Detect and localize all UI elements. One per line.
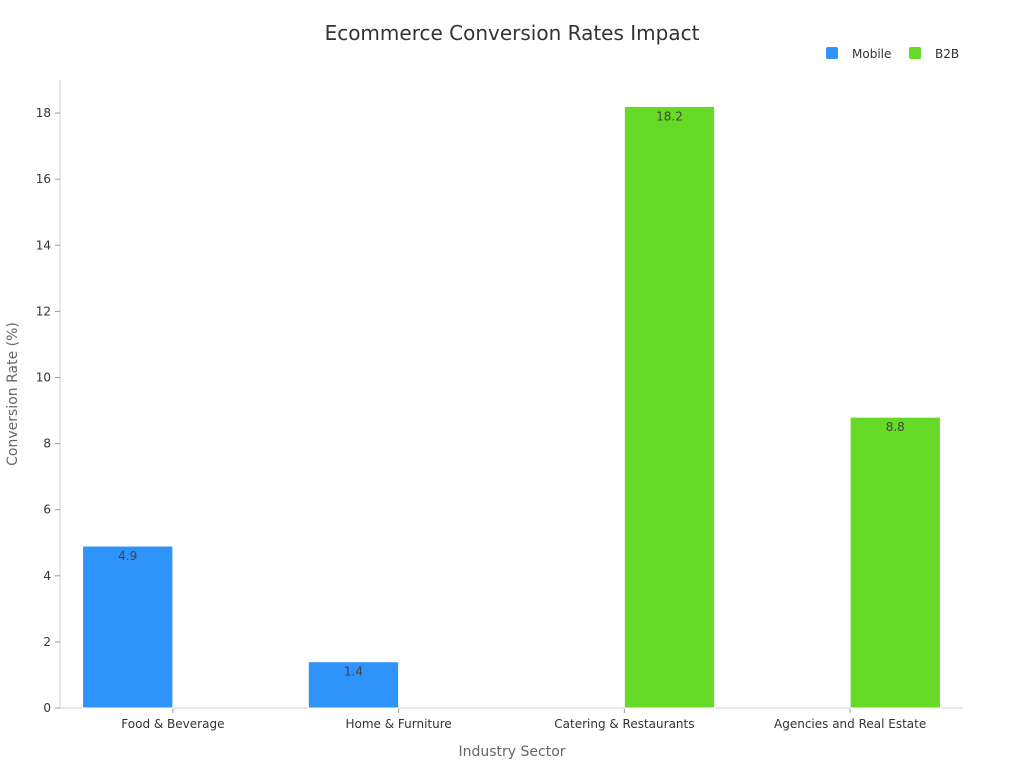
y-tick-label: 0 <box>43 701 51 715</box>
bar-value-label: 1.4 <box>344 665 363 679</box>
x-axis-title: Industry Sector <box>458 744 565 760</box>
y-tick-label: 2 <box>43 635 51 649</box>
y-tick-label: 12 <box>36 304 51 318</box>
legend-swatch-b2b <box>909 47 921 59</box>
x-tick-label: Home & Furniture <box>345 717 451 731</box>
y-axis: 0 2 4 6 8 10 12 14 16 18 <box>36 80 61 715</box>
bar-mobile <box>82 545 174 709</box>
x-axis: Food & Beverage Home & Furniture Catering … <box>60 707 963 731</box>
data-labels: 4.9 1.4 18.2 8.8 <box>118 109 905 678</box>
y-tick-label: 16 <box>36 172 51 186</box>
legend-label-mobile: Mobile <box>852 47 891 61</box>
legend: Mobile B2B <box>826 47 959 61</box>
y-tick-label: 4 <box>43 569 51 583</box>
legend-swatch-mobile <box>826 47 838 59</box>
bars <box>82 105 941 709</box>
bar-value-label: 8.8 <box>886 420 905 434</box>
bar-mobile <box>307 661 400 709</box>
y-tick-label: 14 <box>36 238 51 252</box>
bar-value-label: 4.9 <box>118 549 137 563</box>
bar-b2b <box>623 105 716 709</box>
bar-value-label: 18.2 <box>656 109 683 123</box>
bar-b2b <box>849 416 941 709</box>
y-tick-label: 10 <box>36 370 51 384</box>
y-tick-label: 8 <box>43 437 51 451</box>
y-tick-label: 18 <box>36 106 51 120</box>
x-tick-label: Food & Beverage <box>121 717 224 731</box>
y-tick-label: 6 <box>43 503 51 517</box>
x-tick-label: Catering & Restaurants <box>554 717 694 731</box>
y-axis-title: Conversion Rate (%) <box>5 322 21 466</box>
x-tick-label: Agencies and Real Estate <box>774 717 926 731</box>
chart-title: Ecommerce Conversion Rates Impact <box>325 21 700 45</box>
legend-label-b2b: B2B <box>935 47 959 61</box>
